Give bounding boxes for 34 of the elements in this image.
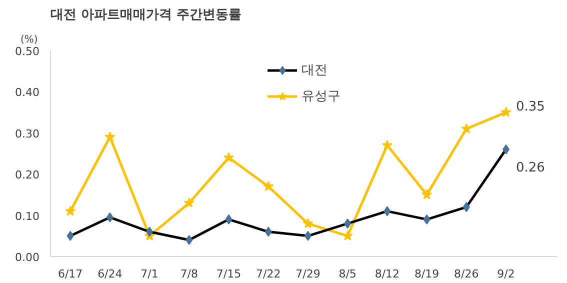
x-tick-label: 7/29 bbox=[296, 268, 320, 280]
point bbox=[500, 106, 512, 117]
point bbox=[184, 197, 194, 208]
point bbox=[302, 218, 314, 228]
point bbox=[104, 132, 116, 142]
x-tick-label: 6/24 bbox=[98, 268, 122, 280]
x-tick-label: 9/2 bbox=[497, 268, 515, 280]
data-label: 0.35 bbox=[516, 99, 545, 114]
x-tick-label: 7/22 bbox=[256, 268, 281, 280]
y-axis-title: (%) bbox=[20, 34, 38, 46]
point bbox=[223, 152, 234, 162]
data-label: 0.26 bbox=[516, 160, 545, 176]
y-tick-label: 0.10 bbox=[15, 210, 40, 223]
x-tick-label: 7/15 bbox=[216, 268, 242, 280]
chart-title: 대전 아파트매매가격 주간변동률 bbox=[50, 8, 242, 22]
y-tick-label: 0.20 bbox=[15, 168, 40, 182]
point bbox=[263, 180, 274, 192]
x-tick-label: 8/26 bbox=[454, 268, 479, 280]
y-tick-label: 0.50 bbox=[15, 45, 40, 58]
point bbox=[422, 189, 432, 200]
x-tick-label: 8/19 bbox=[414, 268, 440, 280]
y-tick-label: 0.30 bbox=[15, 127, 40, 140]
x-tick-label: 7/1 bbox=[140, 268, 158, 280]
point bbox=[461, 123, 472, 134]
legend-label: 대전 bbox=[302, 62, 328, 79]
y-tick-label: 0.40 bbox=[15, 86, 40, 100]
x-tick-label: 7/8 bbox=[180, 268, 198, 280]
x-tick-label: 8/12 bbox=[374, 268, 400, 280]
point bbox=[65, 206, 76, 216]
point bbox=[382, 140, 392, 150]
x-tick-label: 8/5 bbox=[338, 268, 356, 280]
x-tick-label: 6/17 bbox=[58, 268, 83, 280]
y-tick-label: 0.00 bbox=[15, 251, 40, 264]
legend-label: 유성구 bbox=[302, 88, 340, 105]
